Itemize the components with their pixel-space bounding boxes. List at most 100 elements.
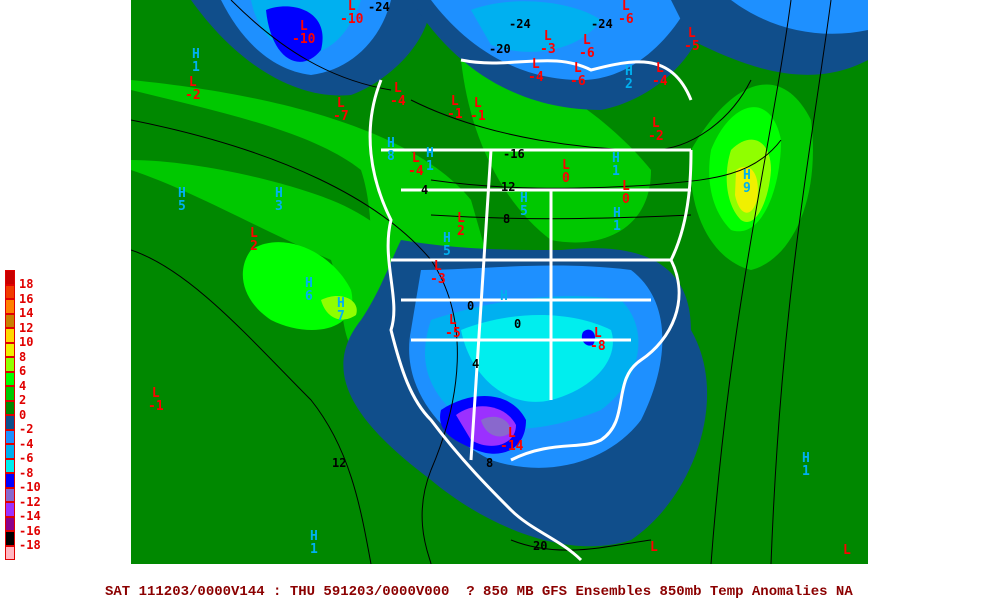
legend-swatch [5, 429, 15, 444]
legend-swatch [5, 328, 15, 343]
center-type: H [192, 47, 200, 62]
legend-label: 14 [19, 306, 34, 320]
temperature-anomaly-map: L -10 L -10 H 1 L -2 L -7 L -4 L -1 L -1 L -4 H 8 H 1 H 5 H 3 L 2 L 2… [130, 0, 868, 565]
center-type: L [299, 19, 308, 34]
legend-swatch [5, 299, 15, 314]
contour-label: -24 [591, 17, 613, 31]
legend-label: 2 [19, 393, 27, 407]
contour-label: 0 [514, 317, 522, 331]
center-type: L [347, 0, 356, 14]
low-center: L -4 [408, 152, 424, 178]
legend-swatch [5, 357, 15, 372]
center-type: L [843, 543, 851, 558]
legend-swatch [5, 545, 15, 560]
legend-label: 4 [19, 378, 27, 393]
center-value: -3 [430, 272, 446, 287]
center-value: -4 [408, 164, 424, 179]
center-type: H [520, 191, 528, 206]
legend-swatch [5, 415, 15, 430]
legend-swatch [5, 284, 15, 299]
low-center: L -5 [445, 314, 461, 340]
low-center: L -14 [500, 427, 523, 453]
legend-swatch [5, 270, 15, 285]
center-value: -2 [185, 88, 201, 103]
center-type: L [651, 116, 660, 131]
center-type: L [650, 540, 658, 555]
center-type: L [188, 75, 197, 90]
legend-swatch [5, 502, 15, 517]
center-value: -5 [684, 39, 700, 54]
center-type: H [426, 146, 434, 161]
contour-label: 8 [503, 212, 511, 226]
center-type: L [393, 81, 402, 96]
low-center: L -7 [333, 97, 349, 123]
center-value: 2 [625, 77, 633, 92]
legend-swatch [5, 531, 15, 546]
contour-label: 12 [332, 456, 347, 470]
center-value: -5 [445, 326, 461, 341]
low-center: L -4 [390, 82, 406, 108]
center-value: -4 [390, 94, 406, 109]
center-value: 1 [310, 542, 318, 557]
center-value: 2 [457, 224, 465, 239]
center-type: H [178, 186, 186, 201]
center-type: H [387, 136, 395, 151]
center-type: L [507, 426, 516, 441]
center-type: L [543, 29, 552, 44]
center-value: 2 [250, 239, 258, 254]
contour-label: 20 [533, 539, 548, 553]
contour-label: -24 [509, 17, 531, 31]
low-center: L -6 [579, 34, 595, 60]
center-type: H [337, 296, 345, 311]
legend-label: -4 [19, 436, 34, 451]
low-center: L -1 [447, 95, 463, 121]
center-type: H [275, 186, 283, 201]
low-center: L -8 [590, 327, 606, 353]
center-value: -14 [500, 439, 524, 454]
center-value: -6 [618, 12, 634, 27]
center-type: L [622, 179, 630, 194]
center-type: L [621, 0, 630, 14]
low-center: L -6 [618, 0, 634, 26]
low-center: L -6 [570, 62, 586, 88]
low-center: L -10 [340, 0, 363, 26]
center-type: L [655, 61, 664, 76]
center-value: -1 [148, 399, 164, 414]
center-value: 8 [387, 149, 395, 164]
center-value: 0 [562, 171, 570, 186]
legend-label: -6 [19, 451, 34, 465]
center-type: L [573, 61, 582, 76]
center-value: 1 [802, 464, 810, 479]
legend-swatch [5, 371, 15, 386]
contour-label: -24 [368, 0, 390, 14]
legend-label: -8 [19, 465, 34, 480]
center-type: L [151, 386, 160, 401]
low-center: L -10 [292, 20, 315, 46]
low-center: L -5 [684, 27, 700, 53]
legend-label: 0 [19, 407, 27, 422]
legend-label: -2 [19, 422, 34, 436]
center-type: L [336, 96, 345, 111]
center-value: -8 [590, 339, 606, 354]
center-value: -10 [340, 12, 364, 27]
center-value: -6 [579, 46, 595, 61]
center-type: L [450, 94, 459, 109]
contour-label: -20 [489, 42, 511, 56]
center-type: H [743, 168, 751, 183]
legend-label: -14 [19, 509, 41, 523]
center-value: -2 [648, 129, 664, 144]
low-center: L -3 [540, 30, 556, 56]
contour-label: 12 [501, 180, 516, 194]
map-caption: SAT 111203/0000V144 : THU 591203/0000V00… [105, 584, 853, 600]
